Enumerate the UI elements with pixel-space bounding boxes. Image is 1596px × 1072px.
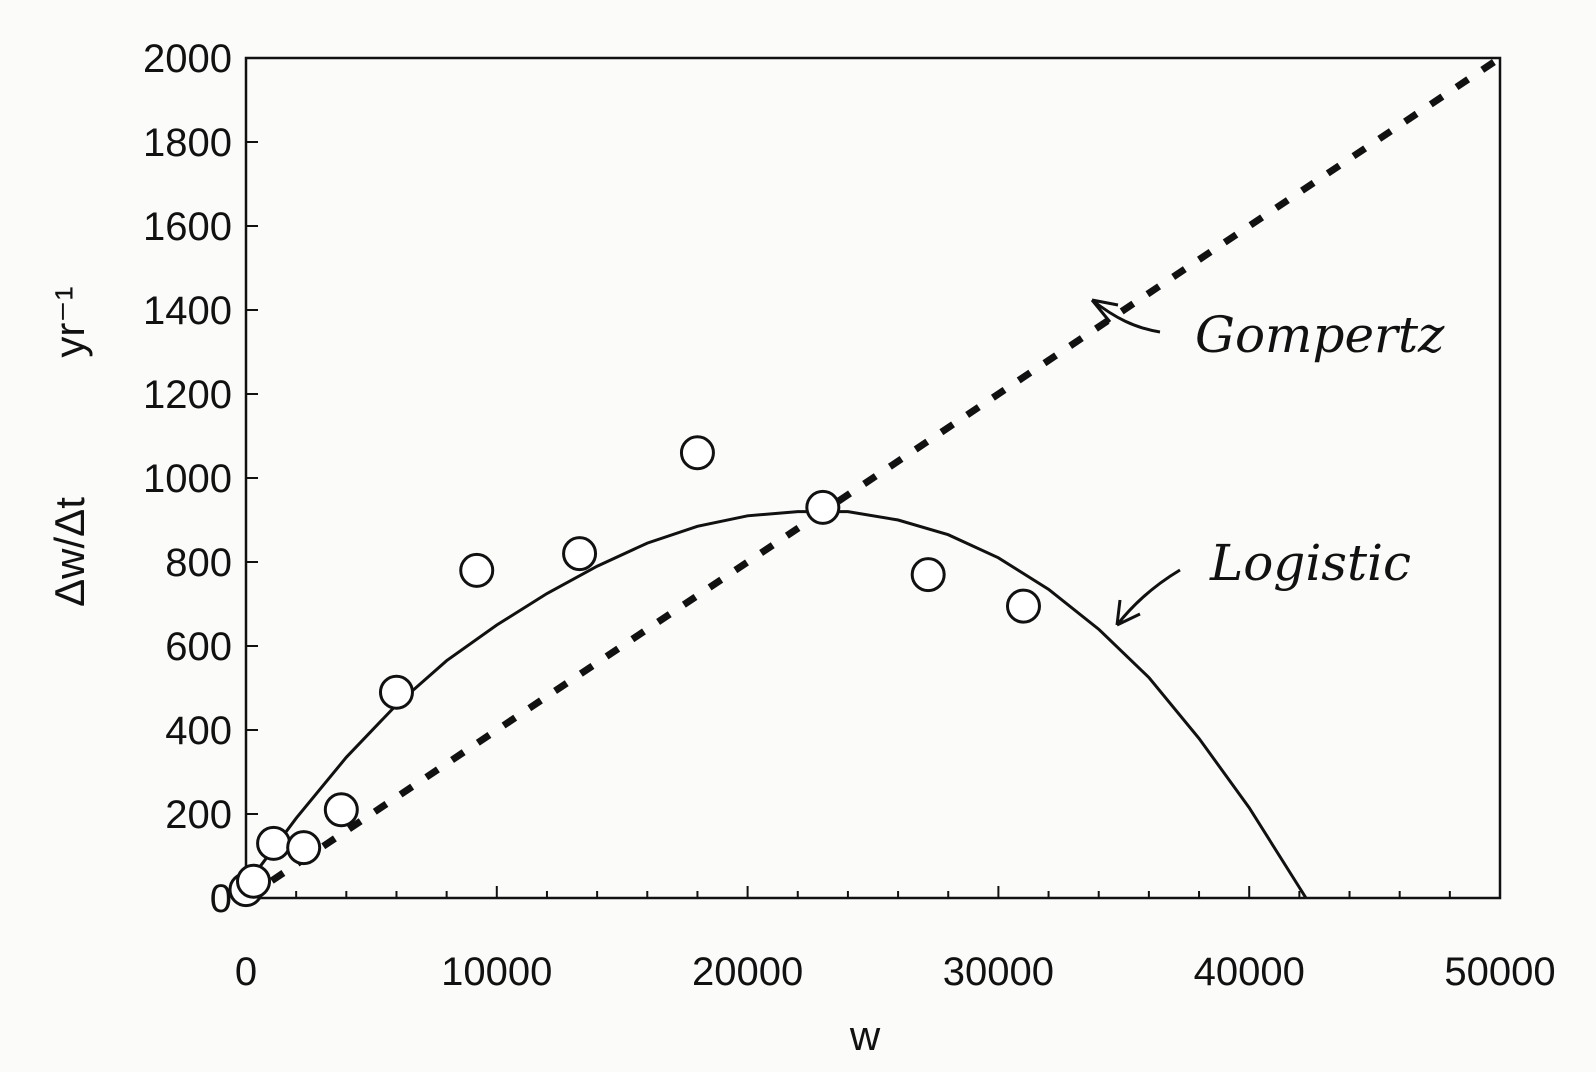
y-tick-label: 1200: [143, 373, 232, 417]
x-tick-label: 20000: [692, 950, 803, 994]
y-tick-label: 0: [210, 877, 232, 921]
y-axis-title: Δw/Δt: [46, 497, 93, 607]
data-point: [679, 435, 715, 471]
x-tick-label: 50000: [1444, 950, 1555, 994]
y-tick-label: 2000: [143, 37, 232, 81]
data-point: [286, 830, 322, 866]
data-point: [459, 552, 495, 588]
logistic-arrow: [1115, 568, 1181, 627]
gompertz-line: [246, 55, 1500, 898]
x-tick-label: 40000: [1194, 950, 1305, 994]
data-point: [1005, 588, 1041, 624]
data-point: [378, 674, 414, 710]
gompertz-annotation: Gompertz: [1195, 306, 1445, 364]
data-point: [236, 863, 272, 899]
x-tick-label: 30000: [943, 950, 1054, 994]
y-tick-label: 600: [165, 625, 232, 669]
axes: 0 10000 20000 30000 40000 50000 0 200 400 600 800 1…: [143, 37, 1556, 994]
y-tick-label: 200: [165, 793, 232, 837]
x-tick-label: 10000: [441, 950, 552, 994]
y-tick-label: 1400: [143, 289, 232, 333]
y-axis-unit: yr⁻¹: [46, 286, 93, 357]
y-tick-label: 800: [165, 541, 232, 585]
labels-layer: w Δw/Δt yr⁻¹ Gompertz Logistic: [46, 286, 1445, 1059]
data-point: [323, 792, 359, 828]
logistic-curve: [246, 510, 1308, 898]
logistic-annotation: Logistic: [1209, 534, 1411, 592]
data-point: [562, 536, 598, 572]
y-tick-label: 1000: [143, 457, 232, 501]
series-layer: [246, 55, 1500, 898]
y-tick-label: 400: [165, 709, 232, 753]
data-point: [256, 825, 292, 861]
y-tick-label: 1600: [143, 205, 232, 249]
gompertz-arrow: [1090, 298, 1161, 334]
x-tick-label: 0: [235, 950, 257, 994]
points-layer: [228, 435, 1041, 908]
data-point: [805, 489, 841, 525]
x-axis-title: w: [849, 1012, 881, 1059]
data-point: [910, 557, 946, 593]
y-tick-label: 1800: [143, 121, 232, 165]
